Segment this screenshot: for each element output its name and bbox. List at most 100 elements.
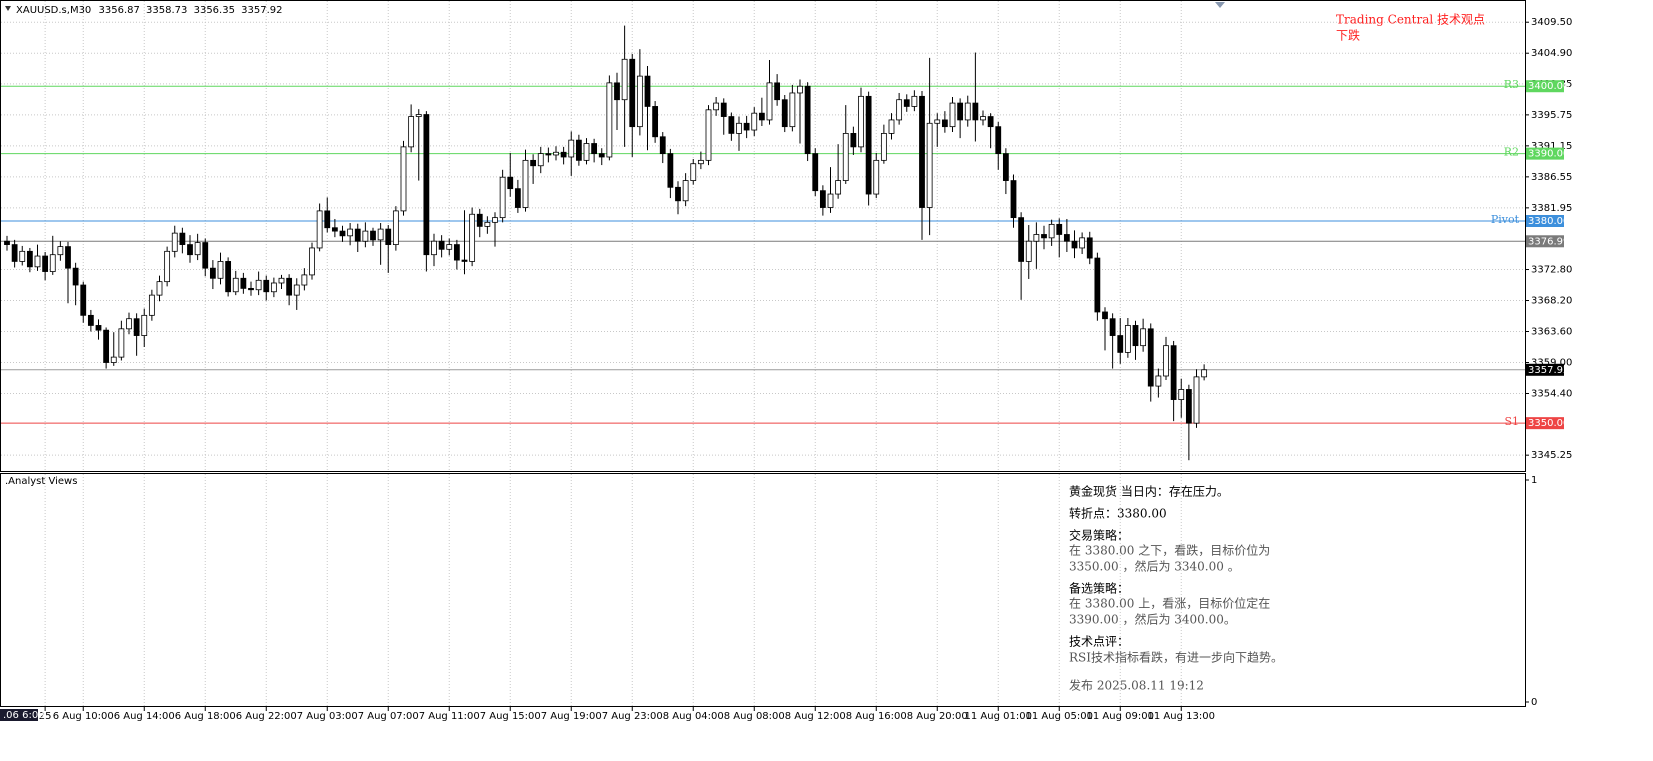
candle-body bbox=[896, 99, 903, 121]
candle-body bbox=[842, 133, 849, 181]
candle-body bbox=[171, 232, 178, 252]
candle-body bbox=[240, 277, 247, 289]
candle-body bbox=[339, 230, 346, 237]
candle-body bbox=[530, 159, 537, 167]
x-tick-label: 8 Aug 04:00 bbox=[663, 711, 724, 722]
candle-body bbox=[1018, 217, 1025, 262]
candle-body bbox=[682, 180, 689, 202]
y-tick-label: 3363.60 bbox=[1531, 327, 1572, 338]
candle-body bbox=[1102, 311, 1108, 320]
x-tick-label: 8 Aug 16:00 bbox=[846, 711, 907, 722]
cursor-label: .06 6:00 bbox=[3, 710, 45, 721]
candle-body bbox=[659, 136, 666, 155]
candle-body bbox=[1178, 389, 1185, 400]
candle-body bbox=[980, 116, 986, 121]
candle-body bbox=[484, 221, 491, 227]
y-tick-label: 3345.25 bbox=[1531, 450, 1572, 461]
candle-body bbox=[812, 153, 819, 192]
candle-body bbox=[26, 250, 33, 268]
candle-body bbox=[11, 244, 18, 262]
candle-body bbox=[797, 85, 803, 94]
candle-body bbox=[957, 102, 964, 121]
grid-layer bbox=[1, 1, 1525, 706]
x-tick-label: 8 Aug 08:00 bbox=[724, 711, 785, 722]
analyst-line: 交易策略： bbox=[1069, 528, 1129, 543]
candle-body bbox=[995, 126, 1002, 155]
price-tag bbox=[1526, 235, 1564, 248]
price-tag-label: 3376.99 bbox=[1528, 236, 1569, 247]
annotation-line: 下跌 bbox=[1336, 28, 1360, 43]
candle-body bbox=[1079, 237, 1086, 249]
candle-layer bbox=[4, 25, 1208, 461]
candle-body bbox=[591, 143, 598, 155]
candle-body bbox=[789, 92, 796, 128]
candle-body bbox=[804, 85, 811, 155]
candle-body bbox=[164, 250, 171, 283]
candle-body bbox=[919, 95, 925, 208]
candle-body bbox=[652, 106, 659, 138]
price-tag-label: 3390.00 bbox=[1528, 149, 1569, 160]
analyst-line: 技术点评： bbox=[1069, 635, 1129, 649]
analyst-line: RSI技术指标看跌，有进一步向下趋势。 bbox=[1069, 650, 1283, 665]
candle-body bbox=[255, 279, 262, 291]
x-tick-label: 11 Aug 09:00 bbox=[1087, 711, 1154, 722]
candle-body bbox=[347, 228, 354, 237]
analyst-line: 3390.00 ，然后为 3400.00。 bbox=[1069, 612, 1236, 627]
candle-body bbox=[1117, 335, 1124, 353]
candle-body bbox=[301, 274, 308, 286]
ohlc-low: 3356.35 bbox=[194, 5, 235, 16]
candle-body bbox=[941, 119, 948, 128]
candle-body bbox=[827, 193, 834, 208]
candle-body bbox=[492, 217, 498, 223]
candle-body bbox=[1063, 234, 1070, 242]
analyst-line: 发布 2025.08.11 19:12 bbox=[1069, 678, 1204, 693]
candle-body bbox=[736, 122, 742, 134]
candle-body bbox=[446, 244, 453, 250]
candle-body bbox=[278, 277, 285, 284]
candle-body bbox=[1041, 234, 1047, 239]
candle-body bbox=[568, 139, 575, 158]
candle-body bbox=[1002, 153, 1009, 181]
candle-body bbox=[606, 82, 613, 158]
candle-body bbox=[126, 318, 132, 330]
annotation-line: Trading Central 技术观点 bbox=[1336, 13, 1485, 27]
x-tick-label: 6 Aug 14:00 bbox=[114, 711, 175, 722]
candle-body bbox=[926, 122, 933, 208]
y-tick-label: 3381.95 bbox=[1531, 203, 1572, 214]
candle-body bbox=[621, 58, 628, 101]
chart-header: XAUUSD.s,M30 3356.87 3358.73 3356.35 335… bbox=[16, 5, 283, 16]
candle-body bbox=[636, 75, 643, 128]
candle-body bbox=[537, 153, 544, 167]
candle-body bbox=[644, 75, 651, 107]
ohlc-high: 3358.73 bbox=[146, 5, 187, 16]
candle-body bbox=[286, 277, 293, 296]
analyst-line: 黄金现货 当日内：存在压力。 bbox=[1069, 484, 1229, 499]
candle-body bbox=[187, 244, 193, 256]
candle-body bbox=[400, 146, 407, 212]
candle-body bbox=[598, 153, 605, 158]
y-tick-label: 0 bbox=[1531, 697, 1537, 708]
candle-body bbox=[720, 102, 727, 117]
analyst-line: 转折点：3380.00 bbox=[1069, 506, 1167, 521]
candle-body bbox=[453, 244, 460, 261]
candle-body bbox=[1147, 328, 1154, 387]
candle-body bbox=[179, 232, 186, 245]
candle-body bbox=[1140, 328, 1147, 347]
candle-body bbox=[1109, 318, 1116, 336]
candle-body bbox=[141, 314, 148, 336]
ohlc-open: 3356.87 bbox=[99, 5, 140, 16]
y-tick-label: 3391.15 bbox=[1531, 141, 1572, 152]
candle-body bbox=[49, 254, 56, 272]
x-tick-label: 25 bbox=[39, 711, 52, 722]
candle-body bbox=[758, 112, 765, 121]
candle-body bbox=[1193, 376, 1200, 424]
candle-body bbox=[110, 356, 117, 363]
candle-body bbox=[858, 95, 864, 148]
candle-body bbox=[293, 284, 300, 296]
candle-body bbox=[575, 139, 582, 161]
candle-body bbox=[95, 325, 102, 331]
candle-body bbox=[713, 102, 720, 111]
